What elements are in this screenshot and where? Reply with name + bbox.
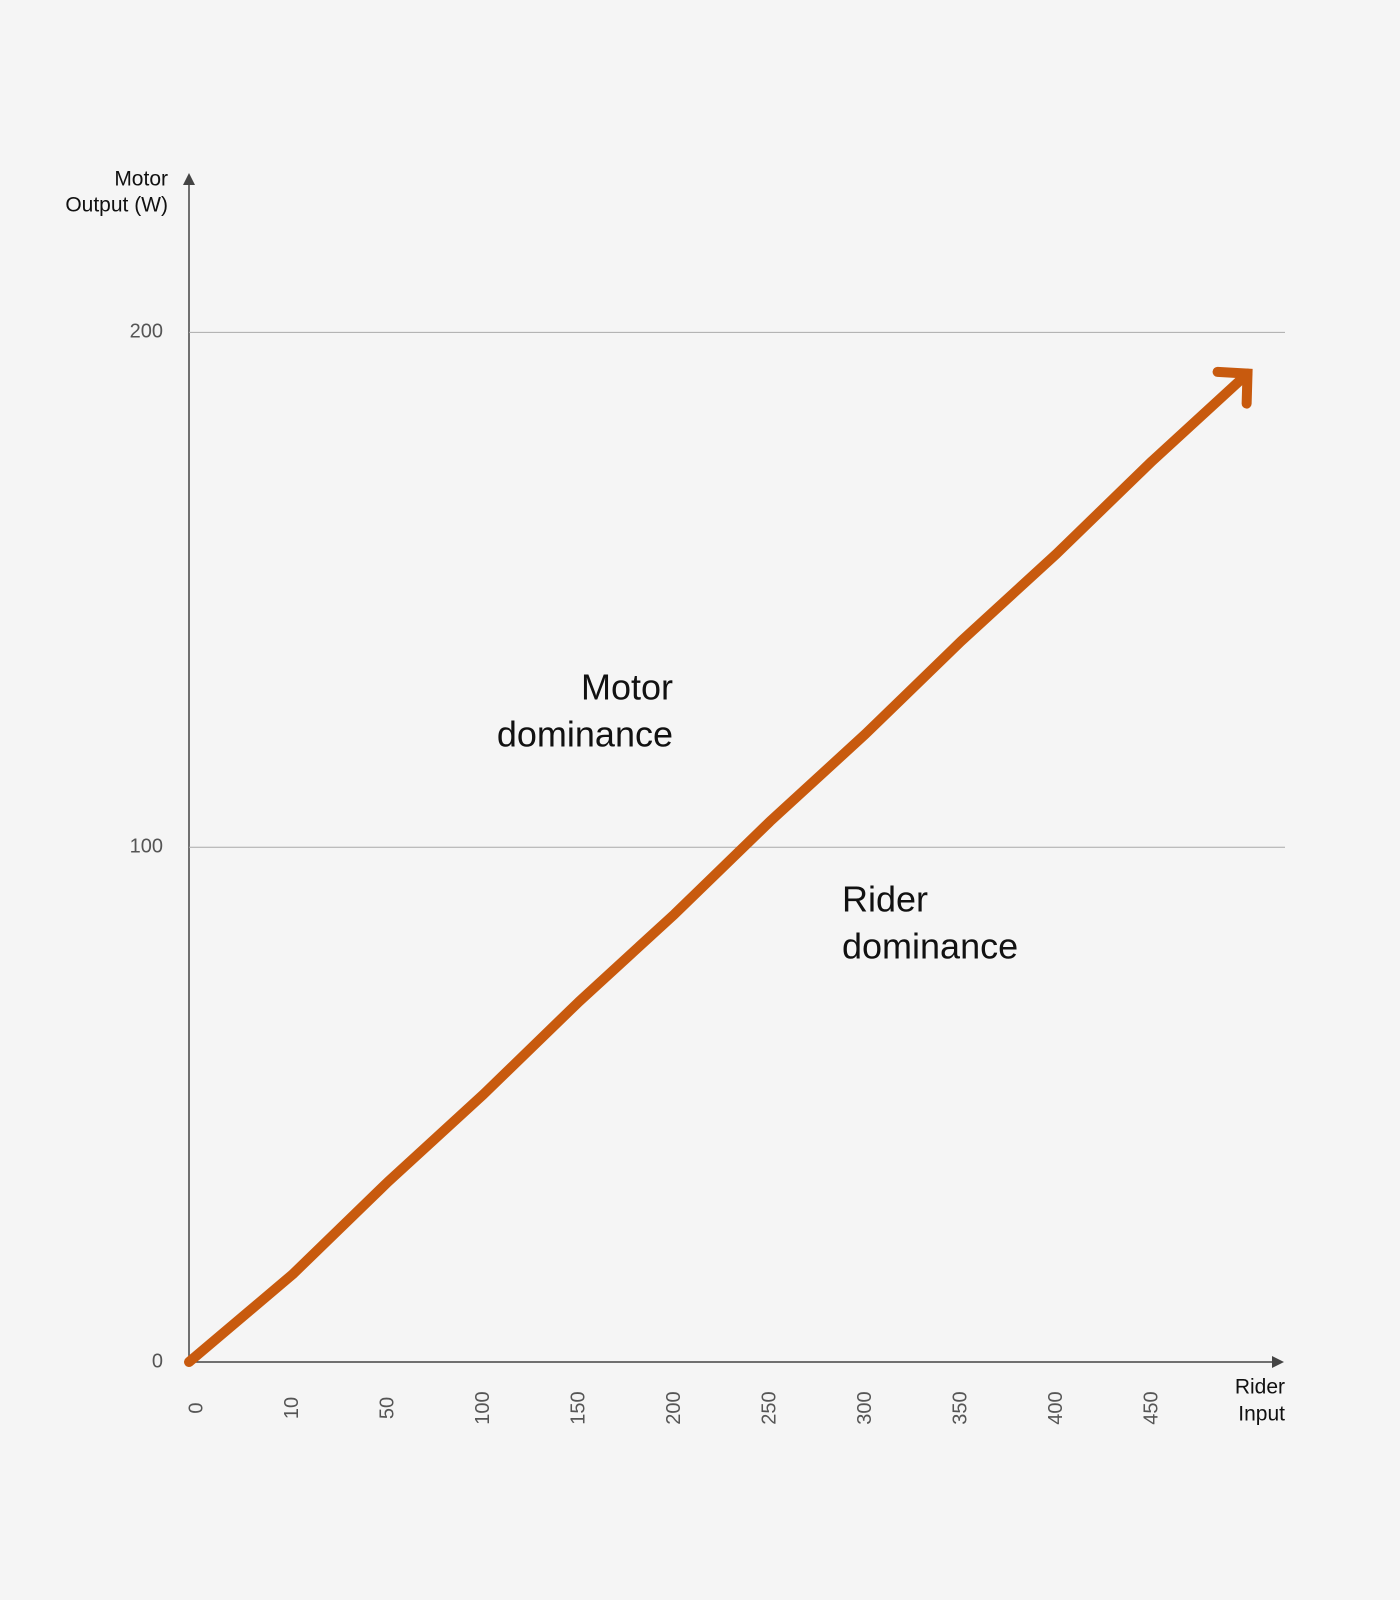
y-tick-label: 200 — [130, 321, 163, 343]
y-axis-title: Motor — [114, 168, 168, 191]
annotation: dominance — [497, 714, 673, 755]
x-tick-label: 10 — [281, 1397, 303, 1419]
x-tick-label: 300 — [854, 1391, 876, 1424]
y-axis-title: Output (W) — [65, 194, 168, 217]
x-tick-label: 150 — [567, 1391, 589, 1424]
arrow-line — [184, 368, 1253, 1367]
x-tick-label: 0 — [185, 1402, 207, 1413]
arrow-head — [1212, 366, 1253, 409]
y-tick-label: 100 — [130, 835, 163, 857]
x-tick-label: 200 — [663, 1391, 685, 1424]
x-tick-label: 50 — [376, 1397, 398, 1419]
y-axis-arrow — [183, 173, 195, 185]
x-axis-title: Input — [1238, 1403, 1285, 1426]
x-axis-title: Rider — [1235, 1376, 1285, 1399]
annotation: dominance — [842, 926, 1018, 967]
x-tick-label: 100 — [472, 1391, 494, 1424]
x-tick-label: 400 — [1045, 1391, 1067, 1424]
annotation: Rider — [842, 879, 928, 920]
x-tick-label: 350 — [949, 1391, 971, 1424]
x-tick-label: 250 — [758, 1391, 780, 1424]
annotation: Motor — [581, 667, 673, 708]
x-axis-arrow — [1272, 1356, 1284, 1368]
x-tick-label: 450 — [1140, 1391, 1162, 1424]
y-tick-label: 0 — [152, 1350, 163, 1372]
